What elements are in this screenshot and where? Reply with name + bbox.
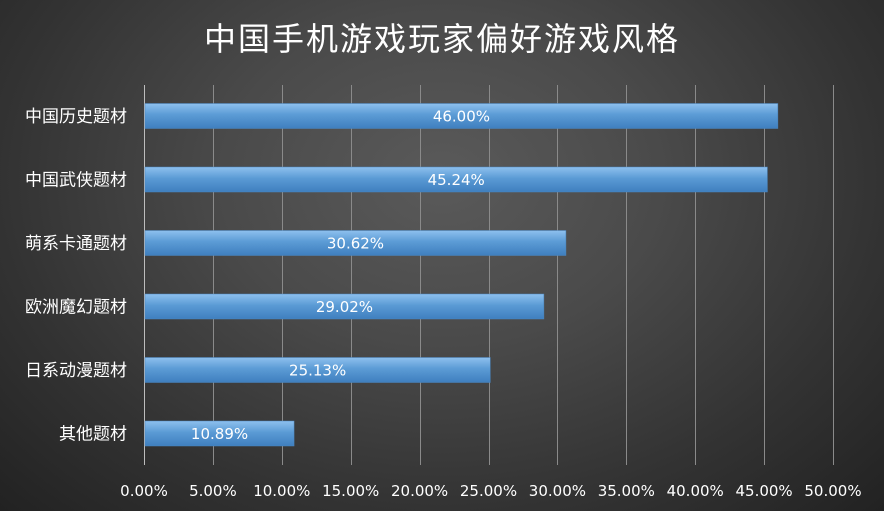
x-tick-label: 50.00% xyxy=(804,482,861,500)
x-tick-label: 5.00% xyxy=(189,482,237,500)
x-tick-label: 45.00% xyxy=(735,482,792,500)
data-label: 29.02% xyxy=(316,298,373,316)
x-tick-label: 35.00% xyxy=(598,482,655,500)
data-label: 46.00% xyxy=(433,108,490,126)
bar xyxy=(144,103,779,129)
category-label: 日系动漫题材 xyxy=(25,361,127,381)
category-label: 中国武侠题材 xyxy=(25,171,127,191)
category-label: 欧洲魔幻题材 xyxy=(25,298,127,318)
bar xyxy=(144,293,545,320)
data-label: 25.13% xyxy=(289,362,346,380)
x-tick-label: 20.00% xyxy=(391,482,448,500)
x-tick-label: 25.00% xyxy=(460,482,517,500)
category-label: 中国历史题材 xyxy=(25,107,127,127)
data-label: 10.89% xyxy=(191,425,248,443)
category-label: 其他题材 xyxy=(59,425,127,445)
data-label: 45.24% xyxy=(428,171,485,189)
x-tick-label: 30.00% xyxy=(529,482,586,500)
x-tick-label: 15.00% xyxy=(322,482,379,500)
x-tick-label: 40.00% xyxy=(667,482,724,500)
bar xyxy=(144,420,295,447)
data-label: 30.62% xyxy=(327,235,384,253)
category-label: 萌系卡通题材 xyxy=(25,234,127,254)
chart-title: 中国手机游戏玩家偏好游戏风格 xyxy=(203,20,680,58)
bar xyxy=(144,166,768,193)
x-tick-label: 10.00% xyxy=(253,482,310,500)
x-tick-label: 0.00% xyxy=(120,482,168,500)
bar xyxy=(144,230,567,256)
bar xyxy=(144,357,491,383)
